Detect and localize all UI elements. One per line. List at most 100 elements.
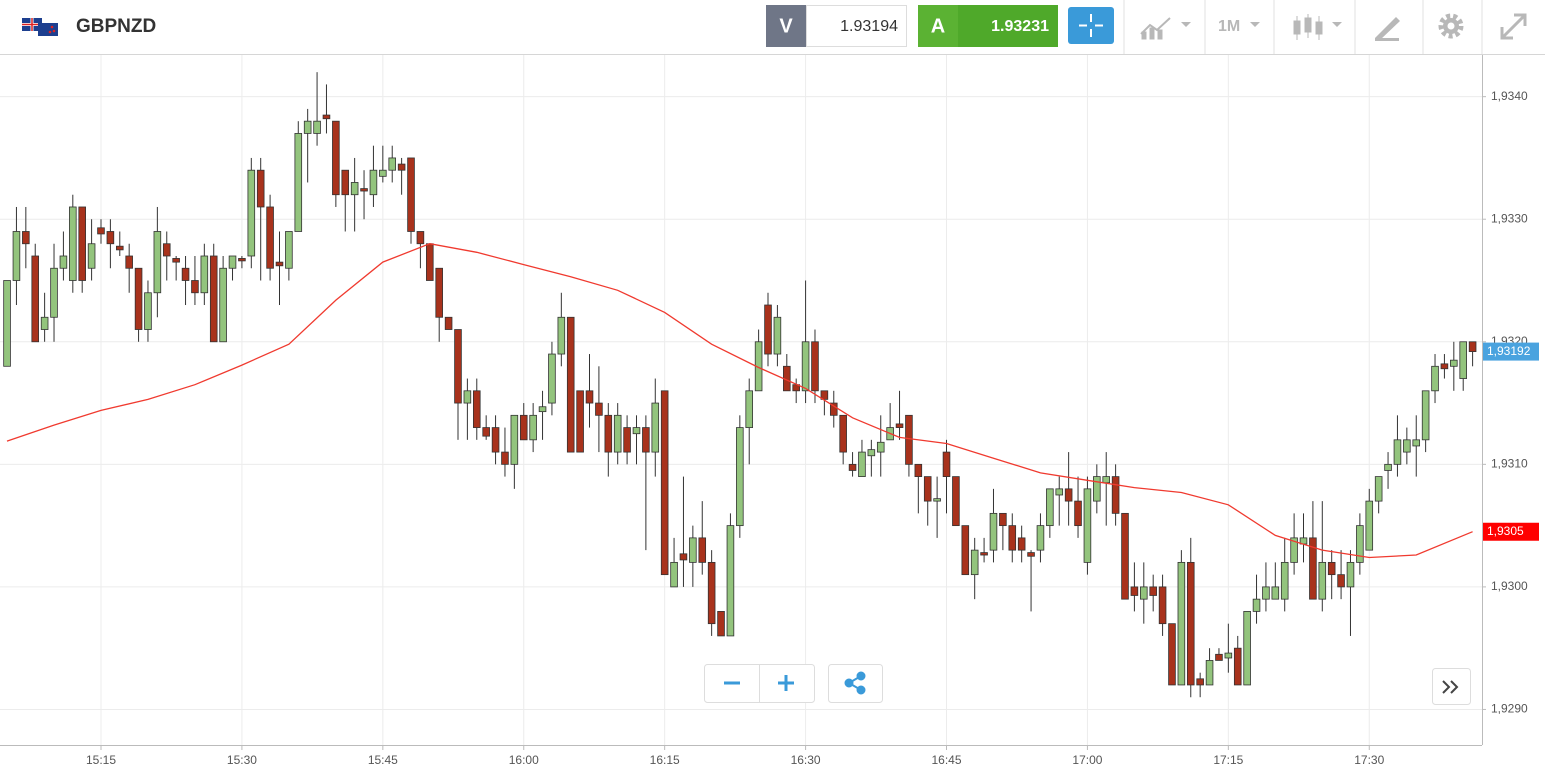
candle-body	[698, 537, 707, 563]
candle-body	[472, 390, 481, 428]
candle-body	[745, 390, 754, 428]
sell-button[interactable]	[766, 5, 806, 47]
candle-body	[1309, 537, 1317, 600]
candle-body	[689, 537, 697, 563]
draw-tool-button[interactable]	[1375, 17, 1400, 41]
candle-body	[1374, 476, 1383, 502]
candle-body	[942, 451, 951, 477]
chart-type-button[interactable]	[1293, 14, 1342, 40]
candle-body	[726, 525, 735, 637]
candle-body	[1093, 476, 1101, 502]
candle-body	[388, 157, 397, 171]
flag	[22, 18, 58, 36]
candle-body	[294, 133, 303, 232]
candle-body	[557, 316, 566, 355]
candle-body	[172, 258, 180, 263]
candle-body	[538, 406, 547, 413]
candle-body	[999, 512, 1007, 527]
candle-body	[1318, 561, 1327, 600]
candle-body	[125, 255, 133, 269]
x-tick-label: 16:15	[650, 753, 680, 767]
candle-body	[1233, 647, 1242, 686]
candle-body	[1046, 488, 1054, 527]
candle-body	[256, 169, 265, 208]
symbol: GBPNZD	[76, 16, 156, 37]
price-tag-box	[1483, 342, 1539, 361]
crosshair-icon	[1079, 14, 1103, 37]
timeframe-button[interactable]: 1M	[1218, 18, 1260, 35]
candle-body	[529, 414, 537, 441]
candle-body	[1431, 365, 1439, 392]
candle-body	[87, 243, 96, 269]
candle-body	[369, 169, 378, 196]
candle-body	[623, 427, 631, 453]
candle-body	[1083, 488, 1092, 563]
buy-button[interactable]	[918, 5, 958, 47]
fullscreen-button[interactable]	[1500, 13, 1527, 40]
scroll-end-icon	[1442, 680, 1459, 694]
candle-body	[1450, 359, 1458, 367]
x-tick-label: 15:15	[86, 753, 116, 767]
candle-body	[923, 476, 932, 502]
candle-body	[773, 316, 782, 355]
candle-body	[444, 316, 453, 330]
candle-body	[1196, 678, 1204, 686]
candle-body	[1055, 488, 1064, 496]
candle-body	[632, 427, 641, 435]
candle-body	[707, 561, 716, 625]
candle-body	[1440, 363, 1449, 370]
candle-body	[1168, 623, 1176, 686]
price-tag-label: 1,93192	[1487, 344, 1531, 358]
sell-label: V	[779, 15, 793, 37]
candle-body	[416, 231, 425, 245]
candle-body	[829, 402, 838, 416]
x-tick-label: 16:45	[931, 753, 961, 767]
y-tick-label: 1,9340	[1491, 89, 1528, 103]
zoom-in-button[interactable]	[778, 675, 794, 691]
y-tick-label: 1,9330	[1491, 211, 1528, 225]
candle-body	[642, 427, 650, 453]
candle-body	[303, 120, 312, 134]
share-button[interactable]	[828, 664, 883, 703]
candle-body	[200, 255, 209, 294]
crosshair-button[interactable]	[1068, 7, 1114, 44]
candle-body	[106, 231, 115, 245]
timeframe: 1M	[1218, 18, 1240, 35]
candle-body	[1393, 439, 1402, 465]
scroll-end-button[interactable]	[1432, 668, 1471, 705]
candle-body	[181, 267, 190, 281]
candle-body	[1215, 653, 1223, 661]
candle-body	[97, 227, 105, 235]
candle-body	[219, 267, 227, 343]
candle-body	[350, 182, 359, 196]
candle-body	[1121, 512, 1129, 600]
candle-body	[952, 476, 960, 527]
candle-body	[1290, 537, 1298, 563]
sell-price-box[interactable]	[806, 5, 907, 47]
candle-body	[679, 553, 688, 561]
candle-body	[1186, 561, 1195, 686]
candle-body	[1327, 561, 1336, 576]
candle-body	[1177, 561, 1186, 686]
candle-body	[1280, 561, 1289, 600]
candle-body	[613, 414, 622, 453]
candle-body	[519, 414, 528, 441]
candle-body	[379, 169, 387, 177]
candle-body	[670, 561, 678, 588]
buy-price-box[interactable]	[958, 5, 1058, 47]
candle-body	[144, 292, 152, 330]
candle-body	[3, 280, 11, 367]
indicator-button[interactable]	[1140, 17, 1191, 40]
x-tick-label: 15:30	[227, 753, 257, 767]
settings-button[interactable]	[1438, 13, 1464, 39]
candle-body	[566, 316, 575, 453]
candle-body	[435, 267, 443, 318]
candle-body	[895, 423, 904, 428]
x-tick-label: 17:30	[1354, 753, 1384, 767]
y-tick-label: 1,9300	[1491, 579, 1528, 593]
x-tick-label: 17:00	[1072, 753, 1102, 767]
candle-body	[397, 163, 406, 171]
candle-body	[980, 552, 988, 556]
candle-body	[595, 402, 603, 416]
candle-body	[407, 157, 415, 232]
